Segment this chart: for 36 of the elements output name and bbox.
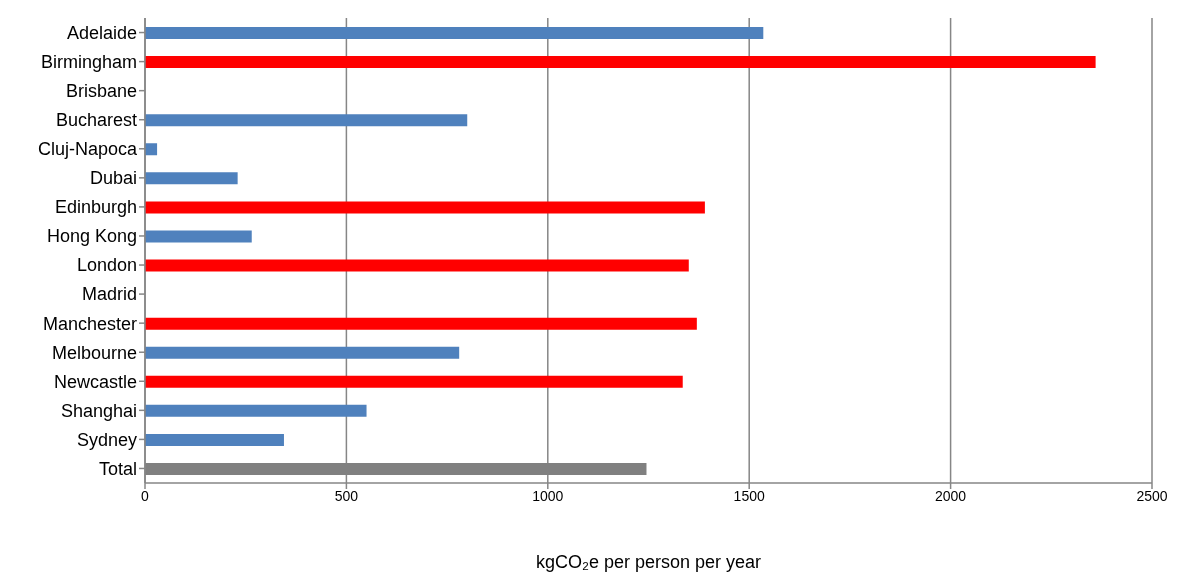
bar xyxy=(145,56,1096,69)
y-tick-label: Newcastle xyxy=(53,371,137,392)
bar xyxy=(145,172,238,185)
bar xyxy=(145,27,764,39)
bar xyxy=(145,114,468,127)
x-tick-label: 1000 xyxy=(532,487,564,504)
y-tick-label: Manchester xyxy=(42,313,137,334)
x-tick-label: 0 xyxy=(141,487,150,504)
x-tick-label: 1500 xyxy=(733,487,765,504)
y-tick-label: Adelaide xyxy=(66,22,137,43)
x-tick-label: 2500 xyxy=(1136,487,1168,504)
x-tick-label: 2000 xyxy=(935,487,967,504)
x-tick-label: 500 xyxy=(334,487,359,504)
y-tick-label: Birmingham xyxy=(40,51,137,72)
y-tick-label: Cluj-Napoca xyxy=(37,139,138,160)
y-tick-label: Brisbane xyxy=(65,81,137,102)
x-axis-title: kgCO₂e per person per year xyxy=(535,552,762,572)
y-tick-label: Dubai xyxy=(89,168,137,189)
y-tick-label: Sydney xyxy=(76,429,137,450)
bar xyxy=(145,433,284,446)
y-tick-label: Hong Kong xyxy=(46,226,137,247)
bar xyxy=(145,317,697,330)
bar xyxy=(145,201,705,214)
bar xyxy=(145,143,158,156)
bar xyxy=(145,346,460,359)
y-tick-label: Shanghai xyxy=(60,400,137,421)
y-tick-label: Madrid xyxy=(81,284,137,305)
bar xyxy=(145,404,367,417)
y-tick-label: Bucharest xyxy=(55,110,137,131)
y-tick-label: Total xyxy=(98,458,137,479)
y-tick-label: Edinburgh xyxy=(54,197,137,218)
y-tick-label: Melbourne xyxy=(51,342,137,363)
y-tick-label: London xyxy=(76,255,137,276)
bar xyxy=(145,375,683,388)
bar xyxy=(145,259,689,272)
bar xyxy=(145,230,252,243)
